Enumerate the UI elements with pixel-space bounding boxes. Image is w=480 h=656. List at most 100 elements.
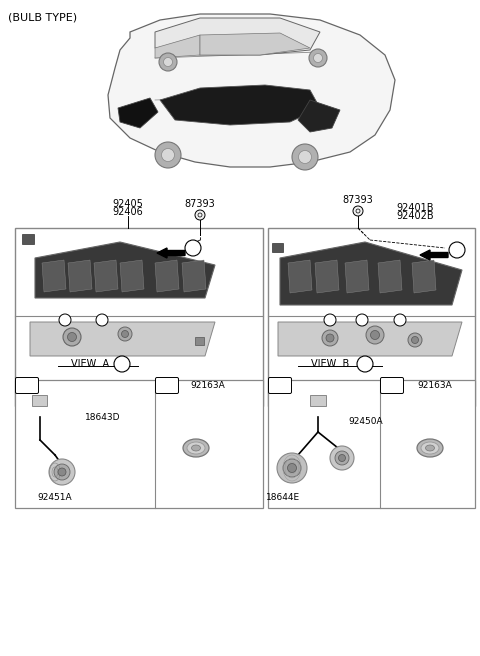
- Polygon shape: [155, 260, 179, 292]
- Text: 18643D: 18643D: [85, 413, 120, 422]
- Polygon shape: [120, 260, 144, 292]
- Text: d: d: [327, 316, 333, 325]
- Circle shape: [330, 446, 354, 470]
- Polygon shape: [278, 322, 462, 356]
- Bar: [268, 228, 475, 406]
- Polygon shape: [108, 14, 395, 167]
- Circle shape: [288, 464, 297, 472]
- Polygon shape: [298, 100, 340, 132]
- Polygon shape: [315, 260, 339, 293]
- Text: d: d: [397, 316, 402, 325]
- Polygon shape: [345, 260, 369, 293]
- FancyBboxPatch shape: [381, 377, 404, 394]
- Text: 92450A: 92450A: [348, 417, 383, 426]
- Polygon shape: [42, 260, 66, 292]
- Text: c: c: [360, 316, 364, 325]
- Text: A: A: [190, 243, 196, 253]
- Bar: [15, 380, 263, 508]
- Circle shape: [371, 331, 380, 340]
- Polygon shape: [94, 260, 118, 292]
- Circle shape: [326, 334, 334, 342]
- Circle shape: [357, 356, 373, 372]
- Polygon shape: [160, 85, 320, 125]
- Circle shape: [68, 333, 76, 342]
- Text: A: A: [119, 359, 125, 369]
- Circle shape: [164, 58, 172, 66]
- Polygon shape: [412, 260, 436, 293]
- Circle shape: [335, 451, 349, 465]
- Text: (BULB TYPE): (BULB TYPE): [8, 12, 77, 22]
- Polygon shape: [155, 18, 320, 55]
- FancyBboxPatch shape: [156, 377, 179, 394]
- Polygon shape: [182, 260, 206, 292]
- Circle shape: [155, 142, 181, 168]
- Circle shape: [161, 148, 175, 161]
- Text: 87393: 87393: [343, 195, 373, 205]
- Circle shape: [309, 49, 327, 67]
- FancyBboxPatch shape: [15, 377, 38, 394]
- Ellipse shape: [187, 442, 205, 454]
- FancyBboxPatch shape: [268, 377, 291, 394]
- Text: 92402B: 92402B: [396, 211, 434, 221]
- Polygon shape: [200, 33, 310, 55]
- Circle shape: [283, 459, 301, 477]
- Text: b: b: [164, 382, 170, 390]
- Circle shape: [114, 356, 130, 372]
- Ellipse shape: [192, 445, 201, 451]
- Circle shape: [195, 210, 205, 220]
- FancyArrow shape: [420, 250, 448, 260]
- Bar: [32, 395, 47, 406]
- Circle shape: [292, 144, 318, 170]
- Circle shape: [58, 468, 66, 476]
- Circle shape: [313, 54, 323, 62]
- Text: 92406: 92406: [113, 207, 144, 217]
- Circle shape: [394, 314, 406, 326]
- Text: a: a: [24, 382, 30, 390]
- Circle shape: [121, 331, 129, 337]
- Text: B: B: [361, 359, 369, 369]
- Text: b: b: [99, 316, 105, 325]
- Bar: [15, 228, 263, 406]
- Text: 92451A: 92451A: [38, 493, 72, 502]
- Circle shape: [185, 240, 201, 256]
- Circle shape: [353, 206, 363, 216]
- Circle shape: [277, 453, 307, 483]
- Text: c: c: [277, 382, 283, 390]
- Bar: [310, 395, 326, 406]
- Circle shape: [411, 337, 419, 344]
- Polygon shape: [35, 242, 215, 298]
- Polygon shape: [118, 98, 158, 128]
- Text: 87393: 87393: [185, 199, 216, 209]
- Polygon shape: [68, 260, 92, 292]
- Circle shape: [159, 53, 177, 71]
- Text: 92405: 92405: [113, 199, 144, 209]
- FancyArrow shape: [157, 248, 185, 258]
- Ellipse shape: [425, 445, 434, 451]
- Circle shape: [408, 333, 422, 347]
- Text: a: a: [62, 316, 67, 325]
- Text: VIEW  B: VIEW B: [311, 359, 349, 369]
- Circle shape: [449, 242, 465, 258]
- Bar: [268, 380, 475, 508]
- Circle shape: [322, 330, 338, 346]
- Text: VIEW  A: VIEW A: [71, 359, 109, 369]
- Circle shape: [118, 327, 132, 341]
- Text: d: d: [389, 382, 395, 390]
- Ellipse shape: [183, 439, 209, 457]
- Polygon shape: [288, 260, 312, 293]
- Polygon shape: [378, 260, 402, 293]
- Text: B: B: [454, 245, 460, 255]
- Polygon shape: [155, 35, 200, 58]
- Polygon shape: [30, 322, 215, 356]
- Circle shape: [49, 459, 75, 485]
- Text: 92163A: 92163A: [191, 382, 226, 390]
- Circle shape: [299, 150, 312, 163]
- Ellipse shape: [417, 439, 443, 457]
- Circle shape: [338, 455, 346, 462]
- Circle shape: [63, 328, 81, 346]
- Circle shape: [96, 314, 108, 326]
- Text: 92163A: 92163A: [418, 382, 452, 390]
- Circle shape: [356, 314, 368, 326]
- Circle shape: [324, 314, 336, 326]
- Text: 18644E: 18644E: [266, 493, 300, 502]
